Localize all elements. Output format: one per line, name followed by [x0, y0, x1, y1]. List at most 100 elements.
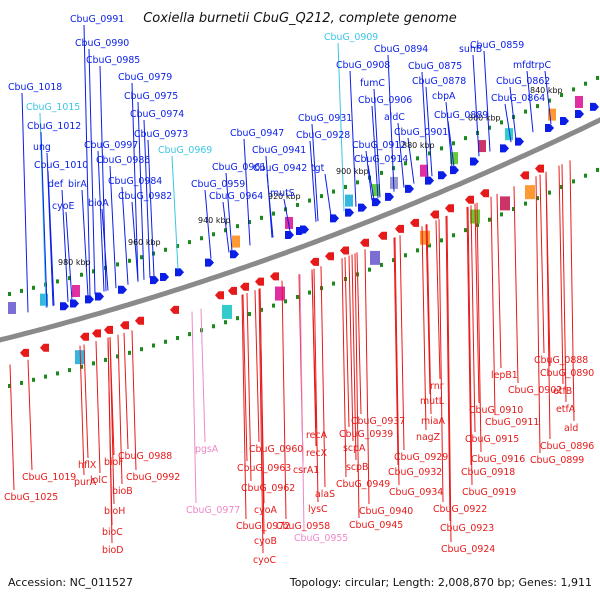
gene-label-reverse: CbuG_0915 [465, 434, 519, 445]
forward-gene-arrow [385, 192, 394, 201]
label-leader-line [394, 237, 400, 486]
gene-label-forward: bioA [88, 198, 109, 209]
scale-label: 860 kbp [468, 113, 501, 122]
reverse-gene-arrow [520, 171, 529, 180]
gene-label-reverse: CbuG_0963 [237, 463, 291, 474]
gene-label-forward: birA [68, 179, 87, 190]
reverse-gene-arrow [228, 286, 237, 295]
scale-tick [332, 189, 335, 194]
forward-gene-arrow [160, 273, 169, 282]
forward-gene-arrow [500, 144, 509, 153]
reverse-gene-arrow [40, 343, 49, 352]
gene-label-forward: CbuG_0942 [253, 163, 307, 174]
gene-label-forward: aldC [384, 112, 405, 123]
label-leader-line [131, 330, 137, 471]
gene-label-reverse: cyoA [254, 505, 277, 516]
gene-label-reverse: CbuG_0958 [276, 521, 330, 532]
gene-label-reverse: CbuG_0988 [118, 451, 172, 462]
label-leader-line [445, 216, 451, 522]
label-leader-line [40, 131, 48, 308]
label-leader-line [313, 268, 319, 503]
label-leader-line [101, 208, 109, 291]
gene-label-reverse: recA [306, 430, 328, 441]
gene-label-forward: CbuG_0928 [296, 130, 350, 141]
reverse-gene-arrow [20, 348, 29, 357]
gene-label-reverse: cyoC [253, 555, 276, 566]
reverse-gene-arrow [410, 218, 419, 227]
label-leader-line [281, 280, 287, 520]
scale-tick [236, 224, 239, 229]
feature-block [370, 250, 380, 265]
forward-gene-arrow [205, 258, 214, 267]
gene-label-reverse: bioC [102, 527, 123, 538]
gene-label-forward: mutS [270, 188, 295, 199]
gene-label-reverse: CbuG_0977 [186, 505, 240, 516]
reverse-gene-arrow [80, 332, 89, 341]
forward-gene-arrow [405, 184, 414, 193]
gene-label-forward: CbuG_1015 [26, 102, 80, 113]
reverse-gene-arrow [360, 238, 369, 247]
scale-tick [20, 380, 23, 385]
gene-label-reverse: CbuG_0992 [126, 472, 180, 483]
scale-tick [548, 190, 551, 195]
scale-tick [8, 291, 11, 296]
gene-label-reverse: hflX [78, 460, 97, 471]
gene-label-forward: CbuG_0941 [252, 145, 306, 156]
gene-label-reverse: bioB [112, 486, 133, 497]
gene-label-reverse: bioF [104, 457, 124, 468]
scale-label: 880 kbp [402, 141, 435, 150]
feature-block [285, 216, 293, 229]
forward-gene-arrow [70, 299, 79, 308]
scale-tick [416, 248, 419, 253]
label-leader-line [137, 101, 145, 280]
gene-label-reverse: CbuG_0924 [441, 544, 495, 555]
scale-tick [488, 125, 491, 130]
scale-tick [332, 281, 335, 286]
scale-tick [116, 262, 119, 267]
gene-label-forward: trpC [531, 60, 551, 71]
gene-label-forward: CbuG_0859 [470, 40, 524, 51]
gene-label-forward: CbuG_0931 [298, 113, 352, 124]
scale-tick [68, 368, 71, 373]
gene-label-reverse: CbuG_0962 [241, 483, 295, 494]
topology-text: Topology: circular; Length: 2,008,870 bp… [289, 576, 592, 589]
scale-tick [560, 185, 563, 190]
reverse-gene-arrow [378, 231, 387, 240]
label-leader-line [351, 254, 357, 461]
scale-tick [8, 383, 11, 388]
forward-gene-arrow [345, 208, 354, 217]
gene-label-forward: mfd [513, 60, 531, 71]
gene-label-reverse: bioD [102, 545, 124, 556]
label-leader-line [535, 176, 541, 454]
gene-label-reverse: ald [564, 423, 578, 434]
label-leader-line [47, 170, 55, 306]
gene-label-forward: CbuG_0986 [96, 155, 150, 166]
accession-text: Accession: NC_011527 [8, 576, 133, 589]
scale-tick [116, 354, 119, 359]
scale-tick [224, 320, 227, 325]
gene-label-reverse: CbuG_0949 [336, 479, 390, 490]
forward-gene-arrow [330, 214, 339, 223]
gene-label-reverse: CbuG_0918 [461, 467, 515, 478]
gene-label-forward: CbuG_0862 [496, 76, 550, 87]
label-leader-line [246, 292, 252, 482]
scale-tick [164, 339, 167, 344]
gene-label-forward: suhB [459, 44, 482, 55]
scale-tick [188, 240, 191, 245]
gene-label-reverse: CbuG_0932 [388, 467, 442, 478]
gene-label-forward: CbuG_0991 [70, 14, 124, 25]
label-leader-line [348, 255, 354, 442]
scale-tick [464, 228, 467, 233]
forward-gene-arrow [175, 268, 184, 277]
gene-label-forward: CbuG_0875 [408, 61, 462, 72]
label-leader-line [311, 269, 317, 447]
scale-tick [572, 179, 575, 184]
label-leader-line [349, 70, 357, 207]
gene-label-forward: CbuG_0908 [336, 60, 390, 71]
gene-label-forward: CbuG_1010 [34, 160, 88, 171]
feature-block [420, 230, 430, 245]
gene-label-reverse: lolC [90, 475, 108, 486]
label-leader-line [438, 219, 444, 503]
gene-label-forward: CbuG_0985 [86, 55, 140, 66]
